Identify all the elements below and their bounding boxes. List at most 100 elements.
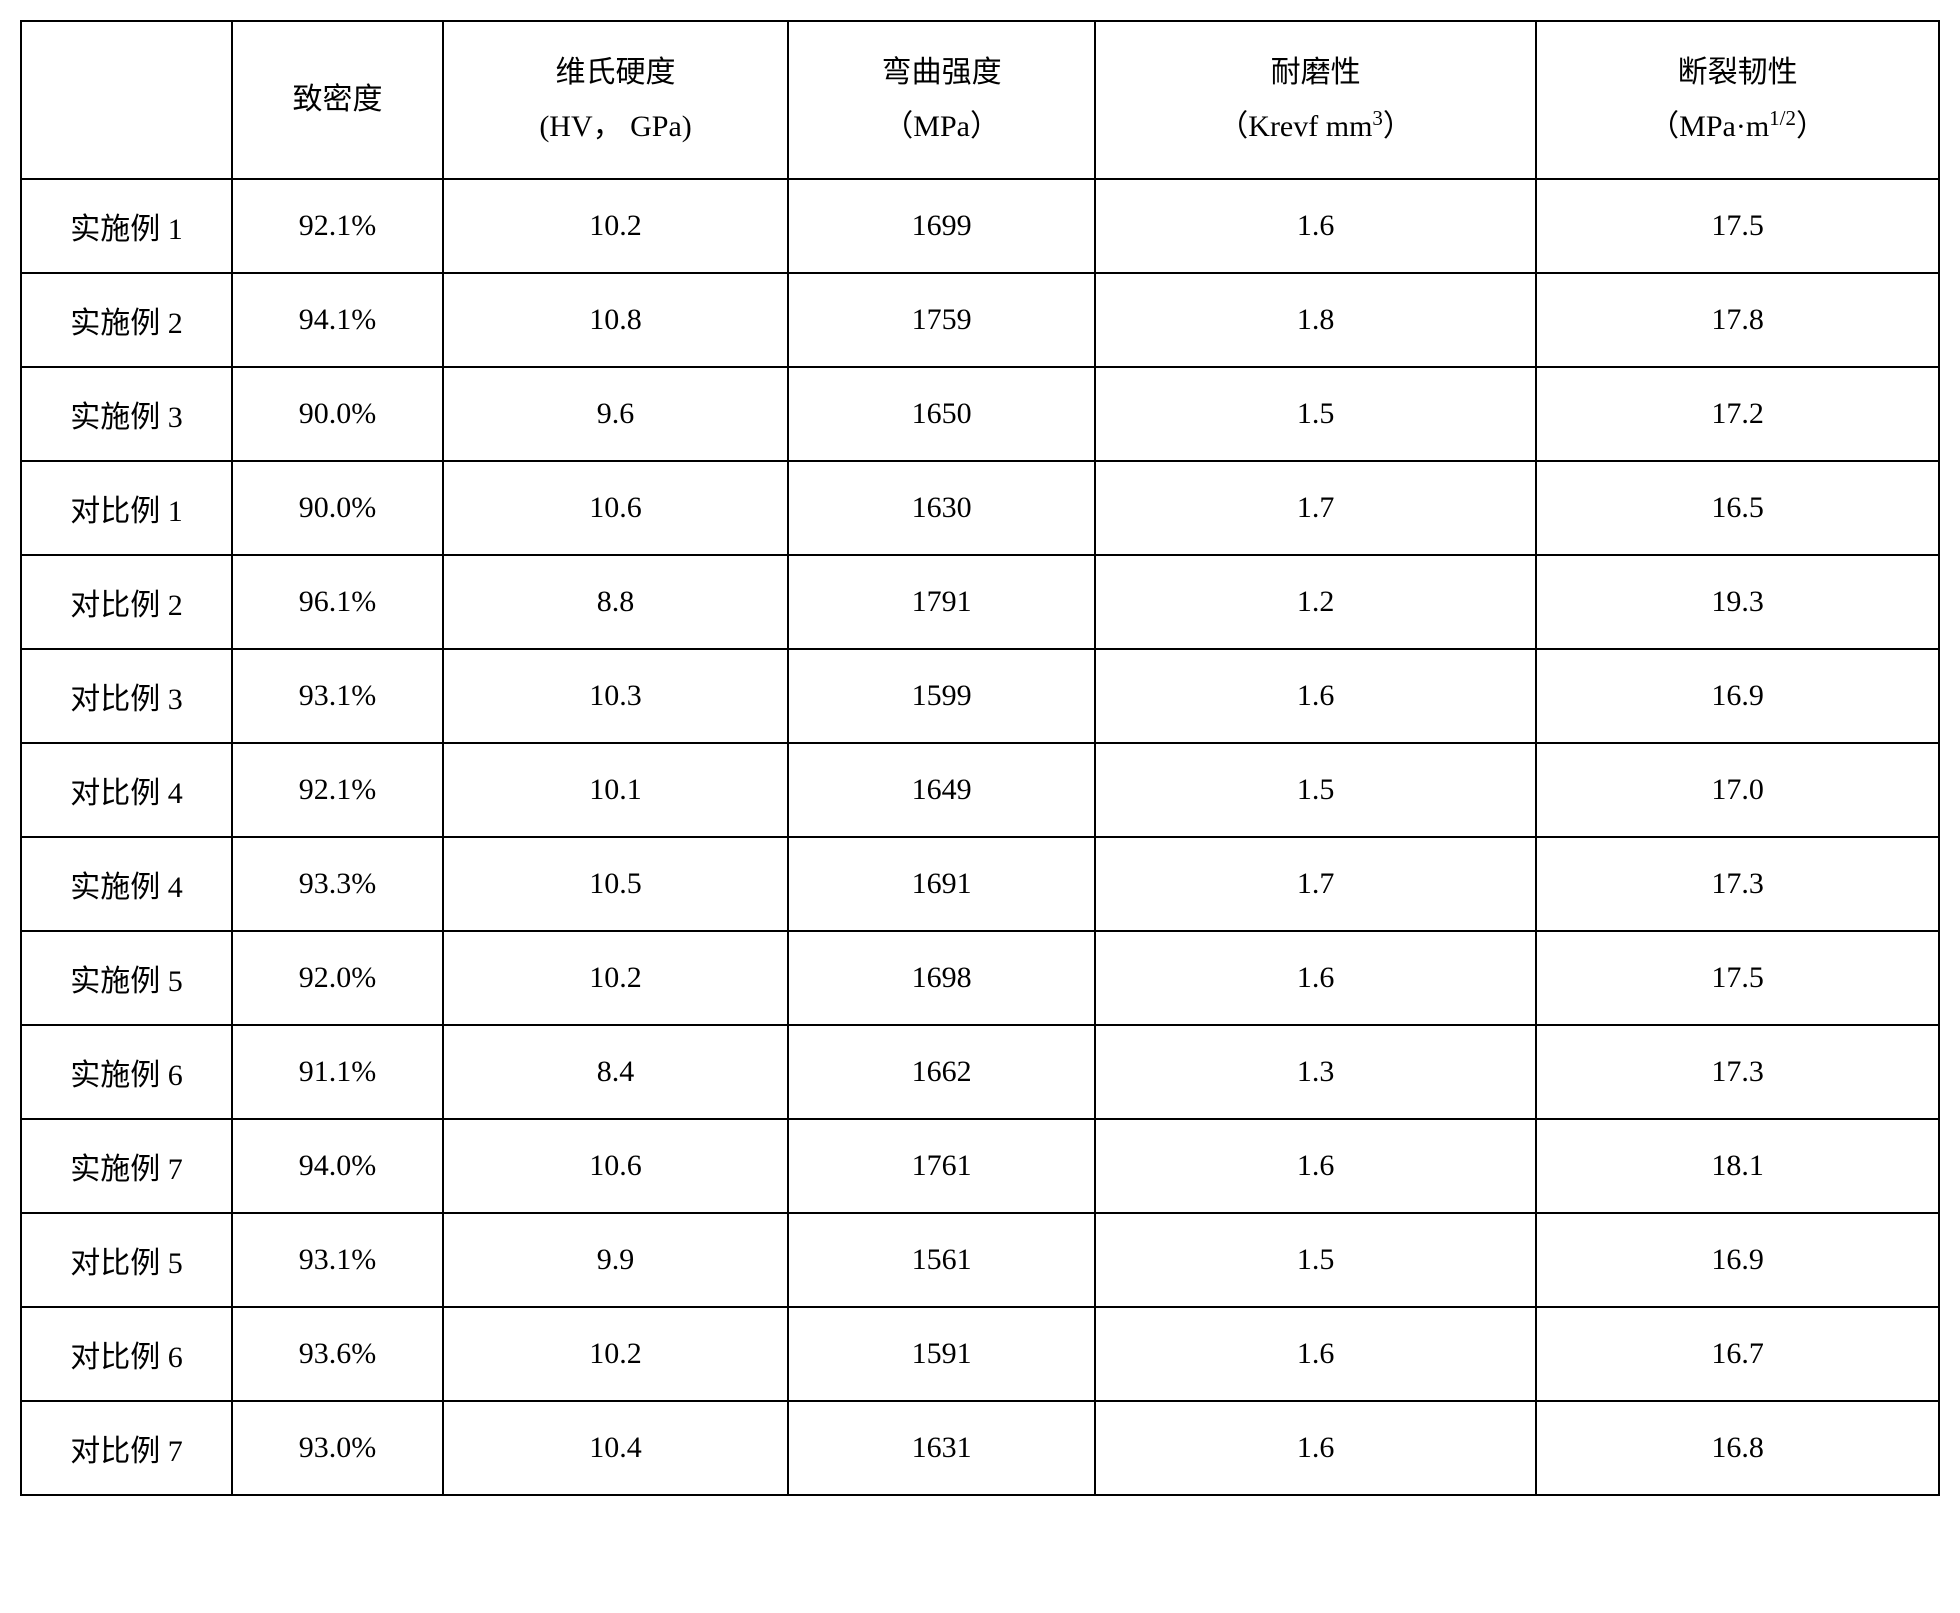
cell-wear: 1.7	[1095, 837, 1536, 931]
cell-bending: 1691	[788, 837, 1095, 931]
cell-hardness: 10.2	[443, 179, 788, 273]
table-body: 实施例 1 92.1% 10.2 1699 1.6 17.5 实施例 2 94.…	[21, 179, 1939, 1495]
table-row: 实施例 6 91.1% 8.4 1662 1.3 17.3	[21, 1025, 1939, 1119]
cell-hardness: 10.5	[443, 837, 788, 931]
cell-wear: 1.3	[1095, 1025, 1536, 1119]
cell-bending: 1699	[788, 179, 1095, 273]
header-line2: (HV， GPa)	[539, 110, 691, 143]
cell-hardness: 10.2	[443, 931, 788, 1025]
table-row: 实施例 7 94.0% 10.6 1761 1.6 18.1	[21, 1119, 1939, 1213]
cell-wear: 1.6	[1095, 179, 1536, 273]
table-row: 实施例 4 93.3% 10.5 1691 1.7 17.3	[21, 837, 1939, 931]
cell-hardness: 8.4	[443, 1025, 788, 1119]
cell-bending: 1649	[788, 743, 1095, 837]
header-cell-hardness: 维氏硬度 (HV， GPa)	[443, 21, 788, 179]
table-row: 实施例 2 94.1% 10.8 1759 1.8 17.8	[21, 273, 1939, 367]
cell-rowlabel: 实施例 1	[21, 179, 232, 273]
cell-wear: 1.5	[1095, 1213, 1536, 1307]
cell-fracture: 17.3	[1536, 837, 1939, 931]
cell-fracture: 17.8	[1536, 273, 1939, 367]
cell-fracture: 19.3	[1536, 555, 1939, 649]
cell-hardness: 9.9	[443, 1213, 788, 1307]
cell-wear: 1.7	[1095, 461, 1536, 555]
cell-bending: 1791	[788, 555, 1095, 649]
cell-hardness: 10.6	[443, 1119, 788, 1213]
table-header: 致密度 维氏硬度 (HV， GPa) 弯曲强度 （MPa） 耐磨性 （Krevf…	[21, 21, 1939, 179]
table-row: 对比例 6 93.6% 10.2 1591 1.6 16.7	[21, 1307, 1939, 1401]
cell-bending: 1599	[788, 649, 1095, 743]
cell-density: 91.1%	[232, 1025, 443, 1119]
header-line1: 耐磨性	[1271, 56, 1361, 89]
cell-rowlabel: 实施例 7	[21, 1119, 232, 1213]
table-row: 实施例 5 92.0% 10.2 1698 1.6 17.5	[21, 931, 1939, 1025]
cell-fracture: 16.7	[1536, 1307, 1939, 1401]
cell-density: 92.0%	[232, 931, 443, 1025]
header-line2: （MPa）	[883, 110, 1000, 143]
cell-wear: 1.6	[1095, 1401, 1536, 1495]
cell-hardness: 10.6	[443, 461, 788, 555]
cell-bending: 1591	[788, 1307, 1095, 1401]
table-row: 对比例 2 96.1% 8.8 1791 1.2 19.3	[21, 555, 1939, 649]
cell-density: 94.1%	[232, 273, 443, 367]
cell-rowlabel: 对比例 3	[21, 649, 232, 743]
cell-rowlabel: 对比例 2	[21, 555, 232, 649]
cell-density: 93.0%	[232, 1401, 443, 1495]
cell-density: 92.1%	[232, 743, 443, 837]
cell-fracture: 17.5	[1536, 179, 1939, 273]
cell-bending: 1761	[788, 1119, 1095, 1213]
cell-rowlabel: 对比例 4	[21, 743, 232, 837]
cell-hardness: 10.3	[443, 649, 788, 743]
cell-fracture: 17.3	[1536, 1025, 1939, 1119]
cell-wear: 1.6	[1095, 1307, 1536, 1401]
cell-density: 93.1%	[232, 1213, 443, 1307]
cell-bending: 1631	[788, 1401, 1095, 1495]
cell-fracture: 16.9	[1536, 1213, 1939, 1307]
header-cell-bending: 弯曲强度 （MPa）	[788, 21, 1095, 179]
cell-density: 94.0%	[232, 1119, 443, 1213]
table-row: 实施例 3 90.0% 9.6 1650 1.5 17.2	[21, 367, 1939, 461]
cell-hardness: 8.8	[443, 555, 788, 649]
cell-fracture: 17.2	[1536, 367, 1939, 461]
cell-bending: 1698	[788, 931, 1095, 1025]
cell-rowlabel: 对比例 1	[21, 461, 232, 555]
table-row: 对比例 7 93.0% 10.4 1631 1.6 16.8	[21, 1401, 1939, 1495]
table-row: 对比例 4 92.1% 10.1 1649 1.5 17.0	[21, 743, 1939, 837]
cell-density: 90.0%	[232, 461, 443, 555]
header-row: 致密度 维氏硬度 (HV， GPa) 弯曲强度 （MPa） 耐磨性 （Krevf…	[21, 21, 1939, 179]
cell-hardness: 10.1	[443, 743, 788, 837]
cell-bending: 1630	[788, 461, 1095, 555]
cell-hardness: 9.6	[443, 367, 788, 461]
cell-rowlabel: 对比例 5	[21, 1213, 232, 1307]
cell-rowlabel: 对比例 7	[21, 1401, 232, 1495]
cell-fracture: 17.5	[1536, 931, 1939, 1025]
cell-fracture: 16.8	[1536, 1401, 1939, 1495]
cell-rowlabel: 实施例 3	[21, 367, 232, 461]
header-cell-wear: 耐磨性 （Krevf mm3）	[1095, 21, 1536, 179]
cell-fracture: 16.9	[1536, 649, 1939, 743]
cell-hardness: 10.4	[443, 1401, 788, 1495]
cell-wear: 1.8	[1095, 273, 1536, 367]
cell-density: 93.1%	[232, 649, 443, 743]
cell-density: 93.6%	[232, 1307, 443, 1401]
cell-density: 90.0%	[232, 367, 443, 461]
cell-wear: 1.5	[1095, 743, 1536, 837]
cell-hardness: 10.8	[443, 273, 788, 367]
cell-wear: 1.2	[1095, 555, 1536, 649]
header-cell-density: 致密度	[232, 21, 443, 179]
header-line1: 维氏硬度	[556, 56, 676, 89]
cell-rowlabel: 实施例 6	[21, 1025, 232, 1119]
header-line1: 弯曲强度	[882, 56, 1002, 89]
cell-bending: 1650	[788, 367, 1095, 461]
cell-wear: 1.5	[1095, 367, 1536, 461]
cell-density: 92.1%	[232, 179, 443, 273]
cell-hardness: 10.2	[443, 1307, 788, 1401]
header-cell-rowlabel	[21, 21, 232, 179]
cell-bending: 1662	[788, 1025, 1095, 1119]
header-line2: （MPa·m1/2）	[1649, 110, 1826, 143]
cell-density: 93.3%	[232, 837, 443, 931]
cell-wear: 1.6	[1095, 931, 1536, 1025]
cell-fracture: 16.5	[1536, 461, 1939, 555]
table-row: 实施例 1 92.1% 10.2 1699 1.6 17.5	[21, 179, 1939, 273]
cell-bending: 1759	[788, 273, 1095, 367]
table-row: 对比例 3 93.1% 10.3 1599 1.6 16.9	[21, 649, 1939, 743]
